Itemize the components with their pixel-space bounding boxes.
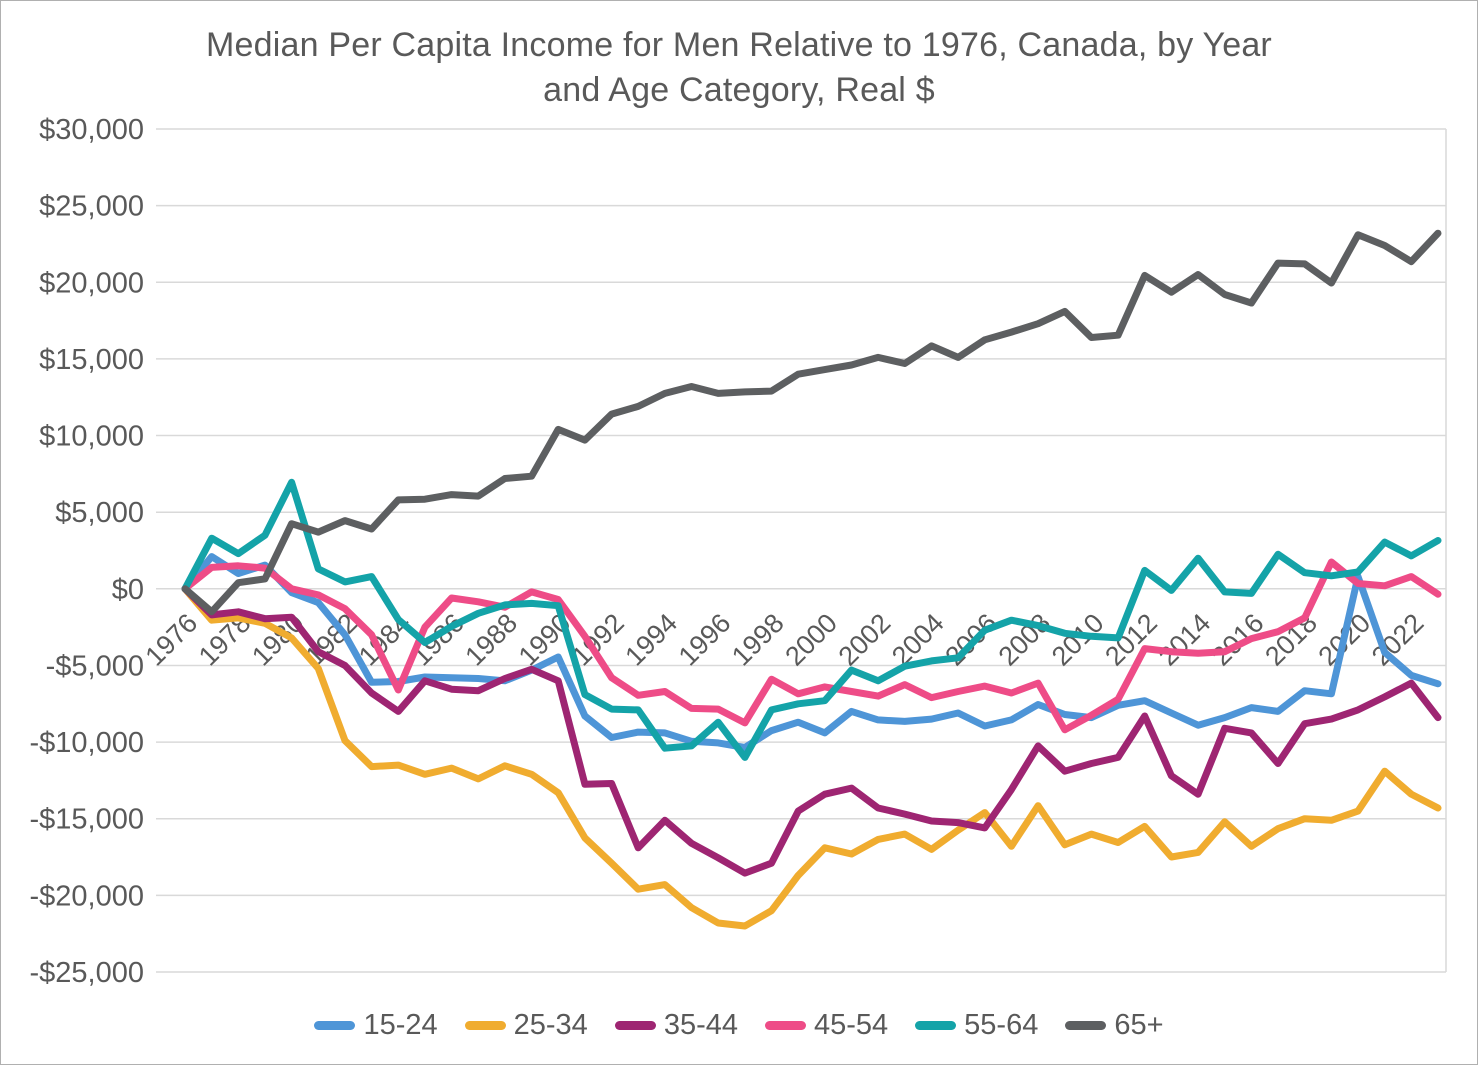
y-axis-label: $0	[112, 574, 144, 606]
legend-label: 15-24	[363, 1009, 438, 1041]
x-axis-label: 2002	[833, 608, 897, 672]
chart-title-line-1: Median Per Capita Income for Men Relativ…	[206, 26, 1272, 64]
x-axis-label: 2008	[993, 608, 1057, 672]
legend-swatch-icon	[614, 1021, 656, 1030]
legend-swatch-icon	[1065, 1021, 1107, 1030]
x-axis-label: 1976	[140, 608, 204, 672]
legend-item-45-54: 45-54	[764, 1009, 889, 1042]
legend-label: 45-54	[813, 1009, 889, 1041]
legend-item-55-64: 55-64	[915, 1009, 1038, 1042]
legend-swatch-icon	[915, 1021, 957, 1030]
y-axis-label: $20,000	[39, 267, 144, 299]
x-axis-label: 2018	[1259, 608, 1323, 672]
y-axis-label: -$10,000	[30, 727, 145, 759]
x-axis-label: 1998	[726, 608, 790, 672]
legend-label: 65+	[1114, 1009, 1164, 1041]
y-axis-label: $30,000	[39, 114, 144, 146]
legend-swatch-icon	[764, 1021, 806, 1030]
chart-title-line-2: and Age Category, Real $	[543, 71, 935, 109]
legend-item-15-24: 15-24	[314, 1009, 438, 1042]
chart-legend: 15-24 25-34 35-44 45-54 55-64 65+	[1, 1009, 1477, 1042]
series-line-25-34	[181, 585, 1442, 930]
legend-label: 25-34	[513, 1009, 588, 1041]
legend-label: 35-44	[663, 1009, 738, 1041]
legend-swatch-icon	[464, 1021, 506, 1030]
series-line-55-64	[181, 478, 1442, 761]
x-axis-label: 2000	[779, 608, 843, 672]
series-line-45-54	[181, 558, 1442, 734]
legend-item-65+: 65+	[1065, 1009, 1164, 1042]
legend-swatch-icon	[314, 1021, 356, 1030]
y-axis-label: $10,000	[39, 421, 144, 453]
y-axis-label: -$20,000	[30, 880, 145, 912]
legend-label: 55-64	[964, 1009, 1039, 1041]
x-axis-label: 1994	[619, 608, 683, 672]
x-axis-label: 2014	[1153, 608, 1217, 672]
y-axis-label: -$5,000	[46, 651, 144, 683]
series-line-35-44	[181, 585, 1442, 877]
legend-item-35-44: 35-44	[614, 1009, 738, 1042]
series-line-65+	[181, 229, 1442, 616]
y-axis-label: $5,000	[55, 497, 144, 529]
legend-item-25-34: 25-34	[464, 1009, 588, 1042]
chart-title: Median Per Capita Income for Men Relativ…	[1, 23, 1477, 113]
y-axis-label: $25,000	[39, 191, 144, 223]
y-axis-label: -$15,000	[30, 804, 145, 836]
x-axis-label: 1996	[673, 608, 737, 672]
y-axis-labels: $30,000 $25,000 $20,000 $15,000 $10,000 $5,00…	[30, 114, 145, 989]
y-axis-label: -$25,000	[30, 957, 145, 989]
y-axis-label: $15,000	[39, 344, 144, 376]
